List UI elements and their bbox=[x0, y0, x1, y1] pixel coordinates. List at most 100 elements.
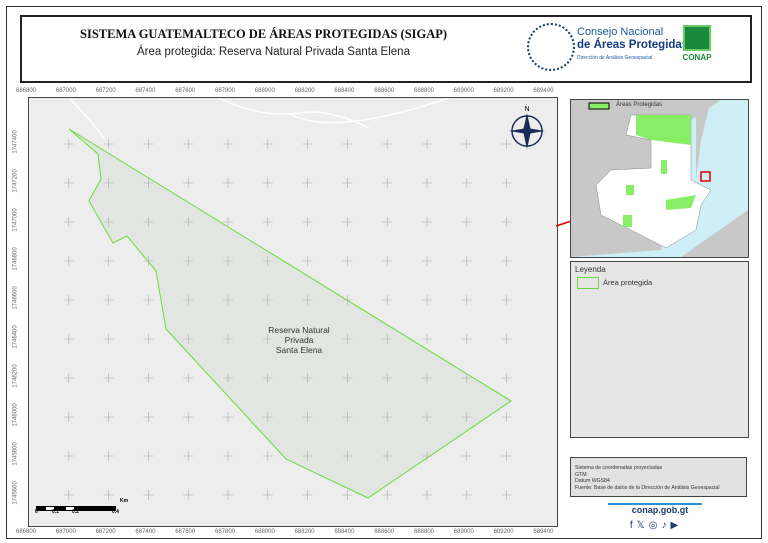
grid-cross bbox=[382, 178, 393, 188]
grid-cross bbox=[63, 373, 74, 383]
grid-cross bbox=[422, 295, 432, 305]
grid-cross bbox=[103, 217, 114, 227]
grid-cross bbox=[382, 295, 393, 305]
grid-cross bbox=[302, 373, 313, 383]
grid-cross bbox=[382, 334, 393, 344]
grid-cross bbox=[143, 295, 154, 305]
grid-cross bbox=[223, 490, 233, 500]
grid-cross bbox=[302, 295, 313, 305]
north-arrow: N bbox=[509, 106, 545, 154]
info-line: GTM bbox=[575, 471, 587, 478]
grid-cross bbox=[262, 334, 273, 344]
y-tick-label: 1746200 bbox=[12, 364, 19, 388]
grid-cross bbox=[382, 256, 393, 266]
grid-cross bbox=[501, 412, 512, 422]
grid-cross bbox=[63, 256, 74, 266]
river-lines bbox=[68, 98, 450, 139]
x-tick-label: 687000 bbox=[55, 529, 76, 535]
grid-cross bbox=[262, 178, 273, 188]
scale-label: 0 bbox=[35, 509, 38, 515]
grid-cross bbox=[183, 139, 194, 149]
scale-unit: Km bbox=[120, 498, 129, 504]
x-tick-label: 688400 bbox=[334, 88, 355, 94]
website-link[interactable]: conap.gob.gt bbox=[631, 505, 689, 515]
grid-cross bbox=[63, 451, 74, 461]
grid-cross bbox=[223, 451, 233, 461]
facebook-icon[interactable]: f bbox=[629, 520, 637, 531]
x-tick-label: 688000 bbox=[254, 529, 275, 535]
locator-inset-map[interactable]: Áreas Protegidas bbox=[570, 99, 749, 258]
page-title: SISTEMA GUATEMALTECO DE ÁREAS PROTEGIDAS… bbox=[80, 27, 448, 41]
grid-cross bbox=[461, 295, 472, 305]
grid-cross bbox=[63, 412, 74, 422]
grid-cross bbox=[143, 139, 154, 149]
grid-cross bbox=[63, 295, 74, 305]
scale-label: 0.4 bbox=[112, 509, 119, 515]
youtube-icon[interactable]: ▶ bbox=[670, 520, 683, 531]
grid-cross bbox=[342, 412, 353, 422]
legend-swatch bbox=[577, 277, 599, 289]
protected-area-polygon[interactable] bbox=[68, 128, 512, 499]
grid-cross bbox=[143, 334, 154, 344]
grid-cross bbox=[501, 256, 512, 266]
grid-cross bbox=[262, 490, 273, 500]
map-canvas bbox=[63, 98, 512, 500]
y-tick-label: 1745600 bbox=[12, 481, 19, 505]
grid-cross bbox=[461, 139, 472, 149]
grid-cross bbox=[183, 334, 194, 344]
x-tick-label: 687000 bbox=[55, 88, 76, 94]
projection-info: Sistema de coordenadas proyectadas GTM D… bbox=[570, 457, 747, 497]
x-tick-label: 686800 bbox=[16, 529, 37, 535]
scale-label: 0.2 bbox=[72, 509, 79, 515]
scale-label: 0.1 bbox=[52, 509, 59, 515]
x-tick-label: 687600 bbox=[175, 88, 196, 94]
grid-cross bbox=[461, 490, 472, 500]
org-line3: Dirección de Análisis Geoespacial bbox=[577, 55, 653, 61]
north-label: N bbox=[524, 106, 530, 113]
x-icon[interactable]: 𝕏 bbox=[636, 520, 649, 531]
grid-cross bbox=[342, 451, 353, 461]
grid-cross bbox=[103, 490, 114, 500]
y-tick-label: 1745800 bbox=[12, 442, 19, 466]
y-tick-label: 1746800 bbox=[12, 247, 19, 271]
x-tick-label: 689200 bbox=[493, 529, 514, 535]
x-tick-label: 689400 bbox=[533, 88, 554, 94]
grid-cross bbox=[422, 373, 432, 383]
instagram-icon[interactable]: ◎ bbox=[648, 520, 662, 531]
x-tick-label: 687600 bbox=[175, 529, 196, 535]
grid-cross bbox=[382, 451, 393, 461]
grid-cross bbox=[302, 334, 313, 344]
grid-cross bbox=[63, 139, 74, 149]
grid-cross bbox=[143, 412, 154, 422]
grid-cross bbox=[223, 412, 233, 422]
grid-cross bbox=[183, 451, 194, 461]
grid-cross bbox=[262, 412, 273, 422]
tiktok-icon[interactable]: ♪ bbox=[661, 520, 671, 531]
grid-crosses bbox=[63, 139, 512, 500]
grid-cross bbox=[103, 334, 114, 344]
grid-cross bbox=[342, 295, 353, 305]
x-tick-label: 688800 bbox=[414, 529, 435, 535]
main-map[interactable]: Reserva Natural Privada Santa Elena N Km… bbox=[28, 97, 558, 527]
grid-cross bbox=[103, 295, 114, 305]
info-line: Sistema de coordenadas proyectadas bbox=[575, 465, 663, 471]
x-tick-label: 688200 bbox=[294, 529, 315, 535]
guatemala-locator bbox=[571, 100, 748, 257]
x-tick-label: 688400 bbox=[334, 529, 355, 535]
grid-cross bbox=[461, 256, 472, 266]
grid-cross bbox=[183, 178, 194, 188]
grid-cross bbox=[302, 490, 313, 500]
y-tick-label: 1746400 bbox=[12, 325, 19, 349]
grid-cross bbox=[461, 334, 472, 344]
x-tick-label: 688600 bbox=[374, 529, 395, 535]
grid-cross bbox=[262, 139, 273, 149]
grid-cross bbox=[262, 256, 273, 266]
grid-cross bbox=[422, 490, 432, 500]
grid-cross bbox=[342, 334, 353, 344]
grid-cross bbox=[302, 139, 313, 149]
grid-cross bbox=[302, 178, 313, 188]
grid-cross bbox=[262, 451, 273, 461]
grid-cross bbox=[103, 451, 114, 461]
grid-cross bbox=[262, 217, 273, 227]
grid-cross bbox=[501, 490, 512, 500]
